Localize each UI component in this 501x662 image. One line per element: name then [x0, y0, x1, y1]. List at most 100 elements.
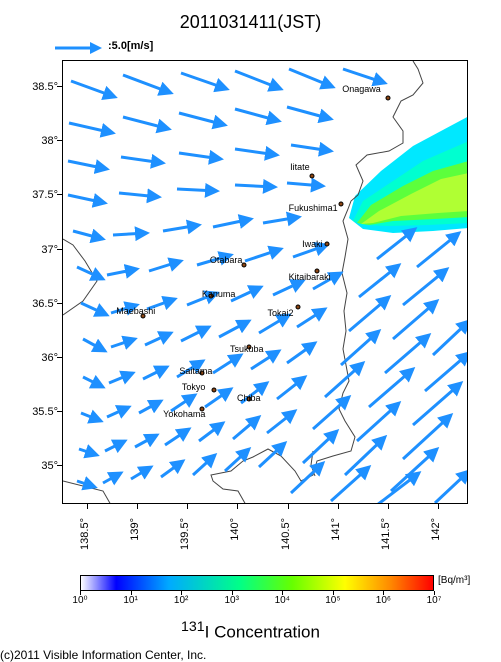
city-marker	[295, 304, 300, 309]
city-marker	[324, 242, 329, 247]
wind-arrow	[235, 109, 279, 121]
wind-arrow	[267, 411, 295, 433]
wind-arrow	[287, 107, 331, 119]
colorbar-tick: 10⁷	[419, 595, 449, 606]
city-label: Maebashi	[116, 306, 157, 316]
wind-arrow	[199, 423, 223, 441]
ytick-label: 36°	[18, 352, 58, 364]
wind-arrow	[139, 401, 161, 413]
city-label: Tokyo	[182, 382, 208, 392]
wind-arrow	[163, 225, 199, 231]
wind-arrow	[403, 269, 447, 305]
coastline-layer	[63, 61, 423, 503]
wind-arrow	[291, 463, 323, 493]
map-svg	[63, 61, 467, 503]
scale-arrow	[55, 40, 115, 56]
scale-label: :5.0[m/s]	[108, 40, 153, 52]
colorbar-tick: 10⁰	[65, 595, 95, 606]
city-label: Chiba	[237, 393, 263, 403]
title-text: 2011031411(JST)	[180, 12, 321, 32]
xtick-label: 140°	[229, 518, 241, 558]
wind-arrow	[179, 153, 221, 159]
wind-arrow	[291, 145, 331, 151]
wind-arrow	[369, 369, 413, 407]
city-label: Fukushima1	[289, 203, 340, 213]
wind-arrow	[79, 449, 97, 455]
wind-arrow	[297, 309, 325, 327]
wind-arrow	[357, 403, 399, 441]
wind-arrow	[433, 321, 467, 355]
city-label: Saitama	[179, 366, 214, 376]
wind-arrow	[377, 473, 419, 503]
xtick-label: 141.5°	[380, 518, 392, 558]
city-label: Otabara	[210, 255, 245, 265]
wind-arrow	[149, 261, 181, 271]
wind-arrow	[181, 73, 227, 89]
wind-arrow	[83, 377, 103, 387]
xtick-label: 139.5°	[179, 518, 191, 558]
wind-arrow	[213, 355, 241, 373]
wind-arrow	[177, 189, 217, 191]
wind-arrow	[145, 333, 171, 345]
wind-arrow	[233, 417, 259, 439]
wind-arrow	[68, 195, 105, 203]
colorbar-tick: 10⁶	[368, 595, 398, 606]
wind-arrow	[219, 321, 249, 337]
wind-arrow	[105, 441, 125, 451]
city-marker	[212, 388, 217, 393]
wind-arrow	[107, 407, 129, 417]
xtick-label: 138.5°	[79, 518, 91, 558]
xtick-label: 141°	[330, 518, 342, 558]
map-plot	[62, 60, 468, 504]
wind-arrow	[413, 383, 461, 425]
wind-arrow	[123, 117, 169, 129]
wind-arrow	[71, 81, 115, 97]
city-label: Yokohama	[163, 409, 207, 419]
city-label: Kanuma	[202, 289, 238, 299]
ytick-label: 35°	[18, 460, 58, 472]
wind-arrow	[287, 343, 315, 363]
city-label: Tsukuba	[230, 344, 266, 354]
wind-arrow	[179, 113, 225, 125]
city-label: Tokai2	[268, 308, 296, 318]
xtick-label: 140.5°	[280, 518, 292, 558]
ytick-label: 37°	[18, 244, 58, 256]
wind-arrow	[377, 229, 415, 259]
wind-arrow	[425, 353, 467, 391]
colorbar-tick: 10³	[217, 595, 247, 606]
wind-arrow	[349, 297, 389, 331]
xtick-label: 139°	[129, 518, 141, 558]
wind-arrow	[393, 301, 437, 339]
wind-arrow	[121, 157, 163, 163]
city-marker	[309, 173, 314, 178]
wind-arrow	[73, 231, 103, 239]
wind-arrow	[303, 431, 337, 463]
colorbar-tick: 10¹	[116, 595, 146, 606]
coastline	[63, 61, 423, 503]
wind-arrow	[213, 219, 251, 227]
wind-arrow	[263, 217, 299, 223]
colorbar-tick: 10⁴	[267, 595, 297, 606]
plume-layer	[349, 116, 467, 233]
wind-arrow	[81, 413, 101, 421]
wind-arrow	[131, 467, 151, 479]
wind-arrow	[289, 69, 333, 87]
wind-arrow	[165, 429, 189, 445]
wind-arrow	[273, 281, 303, 295]
wind-arrow	[403, 415, 451, 459]
wind-arrow	[113, 233, 147, 235]
city-label: Onagawa	[342, 84, 383, 94]
wind-arrow	[417, 233, 459, 267]
wind-arrow	[435, 471, 467, 503]
wind-arrow	[68, 161, 107, 169]
wind-arrow	[341, 331, 379, 365]
wind-arrow	[193, 455, 215, 475]
wind-arrow	[109, 373, 133, 383]
wind-arrow	[343, 69, 385, 83]
wind-arrow	[391, 449, 437, 491]
wind-arrow	[181, 327, 209, 341]
xtick-label: 142°	[430, 518, 442, 558]
city-label: Kitaibaraki	[289, 272, 333, 282]
colorbar-tick: 10²	[166, 595, 196, 606]
wind-arrow	[103, 473, 121, 483]
